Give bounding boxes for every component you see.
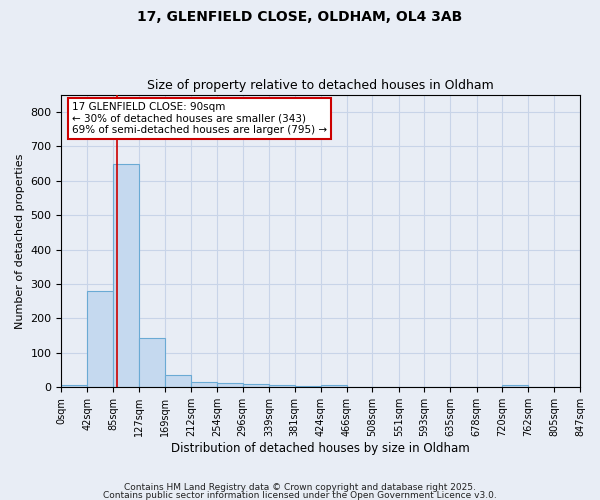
Text: 17, GLENFIELD CLOSE, OLDHAM, OL4 3AB: 17, GLENFIELD CLOSE, OLDHAM, OL4 3AB <box>137 10 463 24</box>
Bar <box>295 386 321 388</box>
Bar <box>165 375 191 388</box>
Bar <box>242 384 269 388</box>
Bar <box>61 384 87 388</box>
Text: Contains public sector information licensed under the Open Government Licence v3: Contains public sector information licen… <box>103 491 497 500</box>
Text: 17 GLENFIELD CLOSE: 90sqm
← 30% of detached houses are smaller (343)
69% of semi: 17 GLENFIELD CLOSE: 90sqm ← 30% of detac… <box>72 102 327 135</box>
Bar <box>87 291 113 388</box>
Bar <box>269 384 295 388</box>
X-axis label: Distribution of detached houses by size in Oldham: Distribution of detached houses by size … <box>172 442 470 455</box>
Bar <box>321 384 347 388</box>
Text: Contains HM Land Registry data © Crown copyright and database right 2025.: Contains HM Land Registry data © Crown c… <box>124 484 476 492</box>
Bar <box>217 383 242 388</box>
Title: Size of property relative to detached houses in Oldham: Size of property relative to detached ho… <box>148 79 494 92</box>
Bar <box>502 384 528 388</box>
Bar <box>191 382 217 388</box>
Y-axis label: Number of detached properties: Number of detached properties <box>15 154 25 328</box>
Bar <box>139 338 165 388</box>
Bar <box>113 164 139 388</box>
